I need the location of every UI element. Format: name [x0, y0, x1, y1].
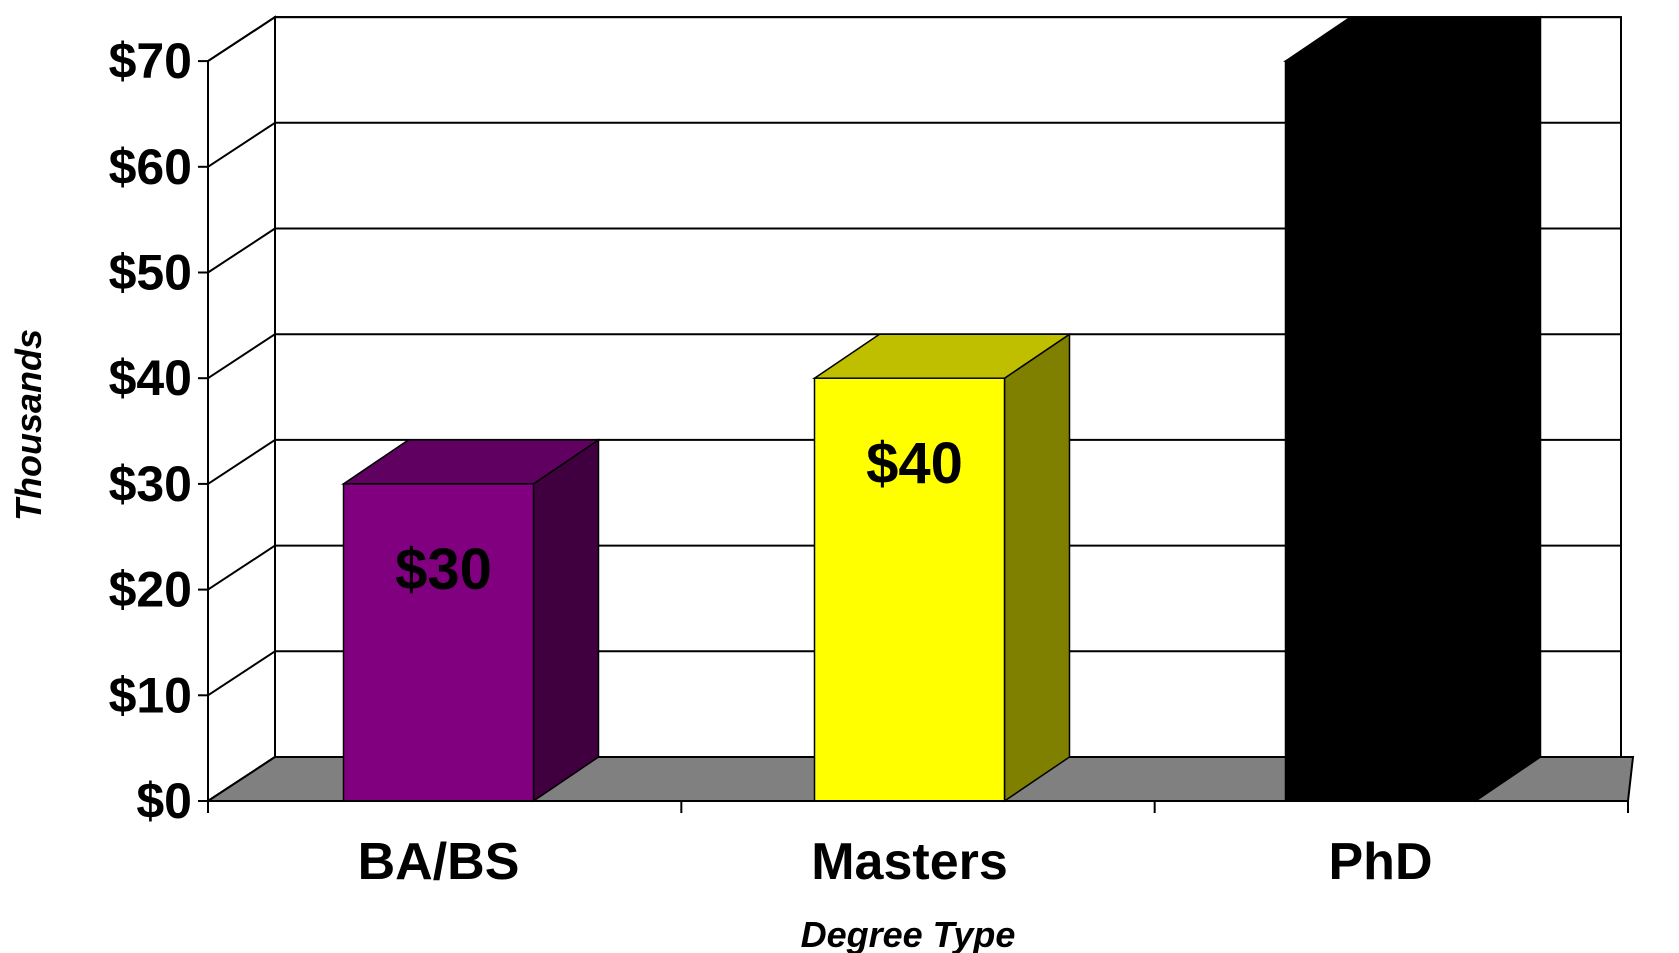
- gridline-diagonal: [207, 333, 276, 380]
- y-axis-title: Thousands: [8, 329, 49, 521]
- bar-side-face: [1474, 15, 1542, 803]
- gridline-diagonal: [207, 650, 276, 697]
- side-wall: [207, 15, 276, 803]
- y-tick-labels: $0 $10 $20 $30 $40 $50 $60 $70: [109, 33, 192, 829]
- y-tick-label: $10: [109, 667, 192, 723]
- gridline-diagonal: [207, 544, 276, 591]
- y-tick-label: $30: [109, 456, 192, 512]
- bar-side-face: [532, 438, 600, 803]
- bar-front-face: [342, 483, 535, 802]
- x-axis-title: Degree Type: [801, 914, 1016, 953]
- x-tick-label: BA/BS: [358, 833, 520, 891]
- y-tick-label: $50: [109, 245, 192, 301]
- y-tick-label: $60: [109, 139, 192, 195]
- y-tick-label: $0: [136, 773, 192, 829]
- bar-ba-bs: [341, 438, 601, 803]
- x-tick-labels: BA/BS Masters PhD: [358, 833, 1433, 891]
- bar-front-face: [1284, 60, 1477, 802]
- y-tick-label: $20: [109, 562, 192, 618]
- axes: [198, 60, 1629, 813]
- gridline-diagonal: [207, 227, 276, 274]
- data-label: $30: [395, 537, 492, 602]
- bars: [341, 15, 1543, 803]
- bar-side-face: [1003, 332, 1071, 803]
- bar-masters: [812, 332, 1072, 803]
- data-labels: $30 $40: [395, 431, 963, 602]
- x-tick-label: PhD: [1329, 833, 1433, 891]
- gridline-diagonal: [207, 121, 276, 168]
- x-tick-label: Masters: [811, 833, 1008, 891]
- gridline-diagonal: [207, 16, 276, 62]
- y-tick-label: $40: [109, 350, 192, 406]
- data-label: $40: [866, 431, 963, 496]
- y-tick-label: $70: [109, 33, 192, 89]
- bar-phd: [1283, 15, 1543, 803]
- gridline-diagonal: [207, 439, 276, 485]
